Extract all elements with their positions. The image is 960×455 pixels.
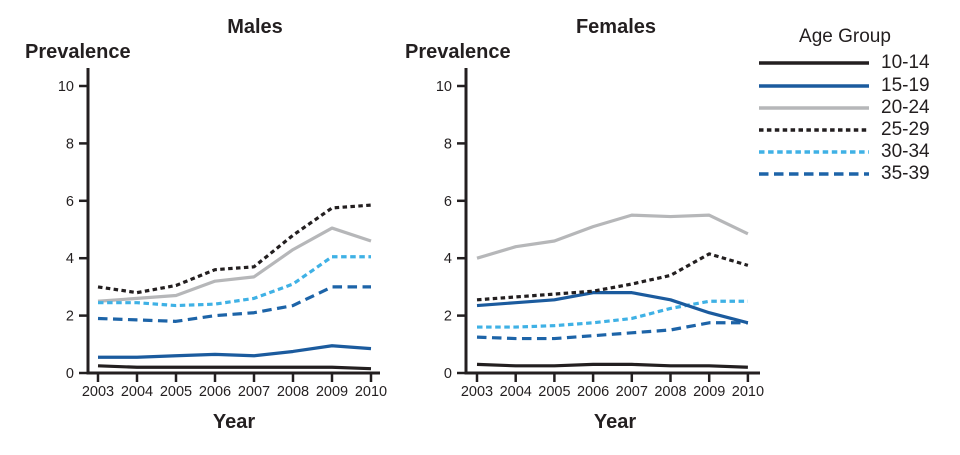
svg-text:2: 2 [444,309,452,325]
legend-label-30-34: 30-34 [881,141,930,162]
legend-label-10-14: 10-14 [881,52,930,73]
legend-title: Age Group [799,26,891,47]
svg-text:4: 4 [444,251,452,267]
svg-text:2003: 2003 [82,384,114,400]
females-x-axis-label: Year [593,411,637,433]
svg-text:10: 10 [436,79,452,95]
svg-text:2008: 2008 [654,384,686,400]
svg-text:2010: 2010 [355,384,387,400]
legend-label-15-19: 15-19 [881,75,930,96]
svg-text:2004: 2004 [500,384,532,400]
legend-label-25-29: 25-29 [881,119,930,140]
males-panel-title: Males [227,16,283,38]
legend-label-20-24: 20-24 [881,97,930,118]
females-y-axis-label: Prevalence [405,41,511,63]
svg-text:2010: 2010 [732,384,764,400]
svg-text:8: 8 [66,136,74,152]
svg-text:6: 6 [66,194,74,210]
svg-text:2006: 2006 [577,384,609,400]
svg-text:2005: 2005 [160,384,192,400]
svg-text:2007: 2007 [616,384,648,400]
males-x-axis-label: Year [212,411,256,433]
svg-text:2003: 2003 [461,384,493,400]
svg-text:10: 10 [58,79,74,95]
svg-text:0: 0 [66,366,74,382]
svg-text:2006: 2006 [199,384,231,400]
svg-text:2: 2 [66,309,74,325]
svg-text:4: 4 [66,251,74,267]
svg-text:8: 8 [444,136,452,152]
legend-label-35-39: 35-39 [881,163,930,184]
svg-text:0: 0 [444,366,452,382]
svg-text:6: 6 [444,194,452,210]
females-panel-title: Females [575,16,657,38]
svg-text:2008: 2008 [277,384,309,400]
svg-text:2009: 2009 [316,384,348,400]
svg-text:2007: 2007 [238,384,270,400]
svg-text:2005: 2005 [538,384,570,400]
males-y-axis-label: Prevalence [25,41,131,63]
svg-text:2004: 2004 [121,384,153,400]
svg-text:2009: 2009 [693,384,725,400]
